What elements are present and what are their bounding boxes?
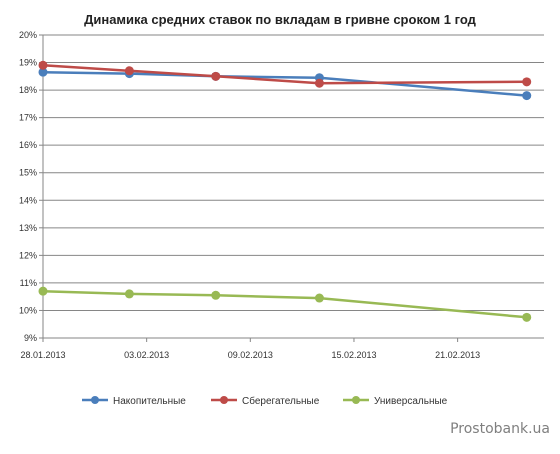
data-point [522,77,532,87]
y-tick-label: 20% [19,30,37,40]
y-tick-label: 17% [19,113,37,123]
grid-lines [43,34,544,311]
x-tick-label: 28.01.2013 [20,350,65,360]
data-point [522,312,532,322]
legend-label: Накопительные [113,396,186,407]
data-point [124,289,134,299]
series-line-1 [42,70,527,97]
series-lines [38,60,532,322]
legend-label: Универсальные [374,396,448,407]
y-tick-label: 10% [19,305,37,315]
legend-marker [352,396,360,404]
x-tick-label: 21.02.2013 [435,350,480,360]
legend: Накопительные Сберегательные Универсальные [82,395,448,407]
data-point [38,286,48,296]
y-tick-label: 15% [19,168,37,178]
x-axis-ticks: 28.01.2013 03.02.2013 09.02.2013 15.02.2013… [20,350,480,360]
x-tick-label: 15.02.2013 [331,350,376,360]
legend-marker [220,396,228,404]
data-point [124,66,134,76]
y-axis-ticks: 9% 10% 11% 12% 13% 14% 15% 16% 17% 18% 19% 20% [19,30,37,343]
y-tick-label: 9% [24,333,37,343]
chart-title: Динамика средних ставок по вкладам в гри… [84,12,476,27]
series-line-3 [42,289,527,319]
data-point [522,91,532,101]
y-tick-label: 19% [19,58,37,68]
y-tick-label: 16% [19,140,37,150]
data-point [38,67,48,77]
x-tick-label: 03.02.2013 [124,350,169,360]
y-tick-label: 12% [19,250,37,260]
data-point [314,293,324,303]
x-tick-label: 09.02.2013 [228,350,273,360]
data-point [211,71,221,81]
watermark-text: Prostobank.ua [450,421,550,437]
y-tick-label: 13% [19,223,37,233]
legend-label: Сберегательные [242,395,320,407]
data-point [38,60,48,70]
data-point [314,78,324,88]
y-tick-label: 11% [20,278,37,288]
data-point [211,290,221,300]
y-tick-label: 14% [19,195,37,205]
legend-marker [91,396,99,404]
y-tick-label: 18% [19,85,37,95]
